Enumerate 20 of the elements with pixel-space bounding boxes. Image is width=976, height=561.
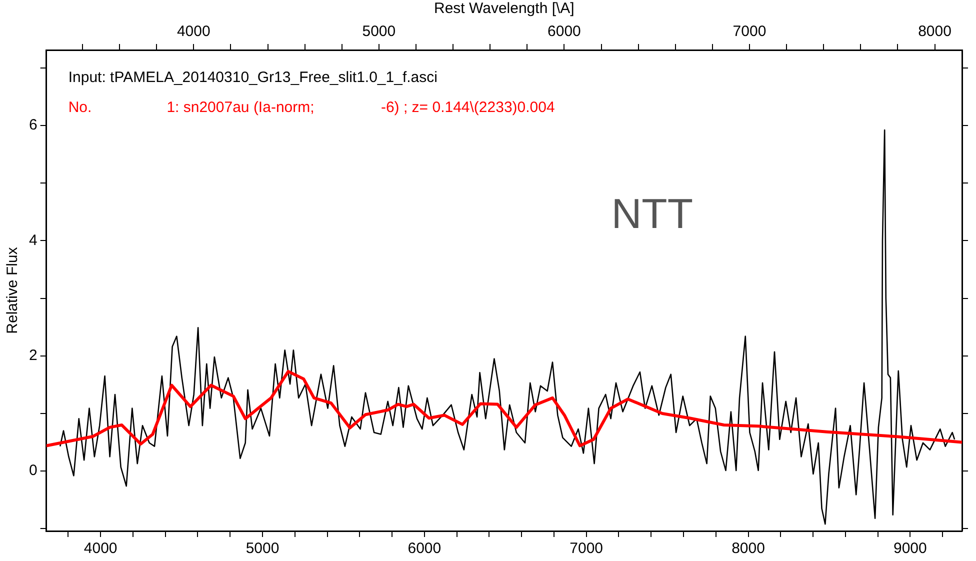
x2-tick-label: 8000: [918, 23, 952, 40]
x2-axis-title: Rest Wavelength [\A]: [434, 0, 574, 18]
x-tick-label: 6000: [408, 540, 442, 558]
x-tick-label: 5000: [246, 540, 280, 558]
y-tick-label: 0: [29, 462, 38, 480]
x2-tick-label: 6000: [548, 23, 581, 40]
x-tick-label: 8000: [732, 540, 765, 558]
x-tick-label: 7000: [570, 540, 604, 558]
y-axis-title: Relative Flux: [4, 246, 22, 334]
x-tick-label: 4000: [84, 540, 118, 558]
y-tick-label: 4: [29, 232, 38, 249]
x-tick-label: 9000: [894, 540, 927, 558]
x2-tick-label: 5000: [362, 23, 396, 40]
annotation: No. 1: sn2007au (Ia-norm; -6) ; z= 0.144\(2233)0.004: [68, 99, 555, 116]
x2-tick-label: 7000: [732, 23, 766, 40]
y-tick-label: 2: [29, 347, 38, 364]
annotation: Input: tPAMELA_20140310_Gr13_Free_slit1.0_1_f.asci: [68, 69, 438, 86]
annotation: NTT: [611, 190, 693, 237]
y-tick-label: 6: [29, 116, 38, 134]
x2-tick-label: 4000: [176, 23, 210, 40]
